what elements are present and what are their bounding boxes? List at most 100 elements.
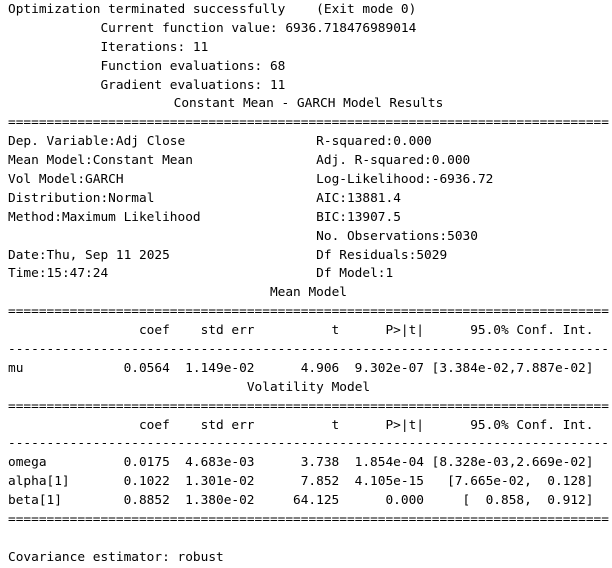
separator-dash: ----------------------------------------…	[8, 436, 609, 452]
info-row: Method:Maximum Likelihood BIC:13907.5	[8, 209, 609, 228]
optimizer-exit-mode: (Exit mode 0)	[316, 2, 417, 17]
optimizer-detail-label: Gradient evaluations:	[100, 77, 263, 93]
param-stderr: 4.683e-03	[185, 455, 255, 471]
param-header-pvalue: P>|t|	[385, 417, 424, 433]
covariance-estimator-line: Covariance estimator: robust	[8, 549, 609, 568]
info-row: Distribution:Normal AIC:13881.4	[8, 190, 609, 209]
optimizer-detail-value: 11	[192, 39, 209, 55]
separator-double: ========================================…	[8, 304, 609, 320]
param-stderr: 1.380e-02	[185, 493, 255, 509]
info-label: Dep. Variable:	[8, 134, 116, 150]
param-coef: 0.1022	[123, 474, 170, 490]
param-pvalue: 0.000	[385, 493, 424, 509]
section-title-mean-model: Mean Model	[269, 285, 347, 301]
info-label: Mean Model:	[8, 153, 93, 169]
info-label: Adj. R-squared:	[316, 153, 432, 169]
param-name: alpha[1]	[8, 474, 70, 490]
param-header-stderr: std err	[200, 323, 255, 339]
param-name: omega	[8, 455, 47, 471]
param-header-name	[8, 417, 124, 436]
info-label: Df Model:	[316, 266, 386, 282]
param-row-beta1: beta[1] 0.8852 1.380e-02 64.125 0.000 [ …	[8, 492, 609, 511]
param-coef: 0.8852	[123, 493, 170, 509]
results-title: Constant Mean - GARCH Model Results	[173, 96, 444, 112]
info-label: Time:	[8, 266, 47, 282]
param-pvalue: 4.105e-15	[354, 474, 424, 490]
info-label: No. Observations:	[316, 228, 448, 244]
param-header-row: coef std err t P>|t| 95.0% Conf. Int.	[8, 417, 609, 436]
param-header-t: t	[331, 417, 340, 433]
info-value: 0.000	[393, 134, 432, 150]
separator-double: ========================================…	[8, 115, 609, 131]
info-label: Date:	[8, 247, 47, 263]
param-name: mu	[8, 360, 24, 376]
separator-dash: ----------------------------------------…	[8, 342, 609, 358]
param-confint: [ 0.858, 0.912]	[462, 493, 594, 509]
optimizer-detail-line: Gradient evaluations: 11	[8, 77, 609, 96]
info-value: 1	[385, 266, 394, 282]
optimizer-detail-label: Iterations:	[100, 39, 186, 55]
info-value: Adj Close	[115, 134, 186, 150]
info-label: Log-Likelihood:	[316, 172, 432, 188]
info-value: -6936.72	[431, 172, 494, 188]
covariance-estimator-label: Covariance estimator:	[8, 549, 170, 565]
param-t: 64.125	[293, 493, 340, 509]
results-title-line: Constant Mean - GARCH Model Results	[8, 95, 609, 114]
optimizer-status: Optimization terminated successfully	[8, 2, 286, 17]
info-label: AIC:	[316, 190, 347, 206]
param-pvalue: 1.854e-04	[354, 455, 424, 471]
info-row: Mean Model:Constant Mean Adj. R-squared:…	[8, 152, 609, 171]
param-row-omega: omega 0.0175 4.683e-03 3.738 1.854e-04 […	[8, 454, 609, 473]
param-confint: [3.384e-02,7.887e-02]	[431, 360, 594, 376]
optimizer-detail-line: Iterations: 11	[8, 39, 609, 58]
info-value: 15:47:24	[46, 266, 109, 282]
param-header-coef: coef	[138, 323, 170, 339]
info-value: 5030	[447, 228, 478, 244]
param-pvalue: 9.302e-07	[354, 360, 424, 376]
info-label: R-squared:	[316, 134, 394, 150]
param-t: 3.738	[300, 455, 340, 471]
info-row: Dep. Variable:Adj Close R-squared:0.000	[8, 133, 609, 152]
param-confint: [8.328e-03,2.669e-02]	[431, 455, 594, 471]
param-confint: [7.665e-02, 0.128]	[447, 474, 594, 490]
info-label: Method:	[8, 209, 62, 225]
param-stderr: 1.149e-02	[185, 360, 255, 376]
covariance-estimator-value: robust	[177, 549, 224, 565]
param-header-coef: coef	[138, 417, 170, 433]
info-value: Normal	[108, 190, 155, 206]
optimizer-detail-value: 11	[269, 77, 286, 93]
param-row-mu: mu 0.0564 1.149e-02 4.906 9.302e-07 [3.3…	[8, 360, 609, 379]
separator-double: ========================================…	[8, 398, 609, 414]
info-value: 13907.5	[346, 209, 401, 225]
info-row: Time:15:47:24 Df Model:1	[8, 265, 609, 284]
info-row: Vol Model:GARCH Log-Likelihood:-6936.72	[8, 171, 609, 190]
optimizer-detail-label: Current function value:	[100, 20, 278, 36]
param-header-confint: 95.0% Conf. Int.	[470, 417, 594, 433]
info-label: BIC:	[316, 209, 347, 225]
separator-double: ========================================…	[8, 512, 609, 528]
param-t: 4.906	[300, 360, 340, 376]
param-header-confint: 95.0% Conf. Int.	[470, 323, 594, 339]
param-coef: 0.0175	[123, 455, 170, 471]
info-label: Df Residuals:	[316, 247, 417, 263]
info-row: No. Observations:5030	[8, 228, 609, 247]
info-value: 13881.4	[346, 190, 401, 206]
param-header-name	[8, 322, 124, 341]
info-row: Date:Thu, Sep 11 2025 Df Residuals:5029	[8, 247, 609, 266]
optimizer-detail-label: Function evaluations:	[100, 58, 263, 74]
param-coef: 0.0564	[123, 360, 170, 376]
param-t: 7.852	[300, 474, 340, 490]
info-value: Thu, Sep 11 2025	[46, 247, 170, 263]
info-value: GARCH	[85, 172, 124, 188]
section-title-mean-model-line: Mean Model	[8, 284, 609, 303]
param-stderr: 1.301e-02	[185, 474, 255, 490]
section-title-volatility-model: Volatility Model	[246, 379, 371, 395]
info-value: Constant Mean	[92, 153, 193, 169]
param-name: beta[1]	[8, 493, 62, 509]
info-label: Vol Model:	[8, 172, 86, 188]
optimizer-status-line: Optimization terminated successfully (Ex…	[8, 1, 609, 20]
blank-line	[8, 530, 609, 549]
optimizer-detail-line: Function evaluations: 68	[8, 58, 609, 77]
info-label: Distribution:	[8, 190, 109, 206]
